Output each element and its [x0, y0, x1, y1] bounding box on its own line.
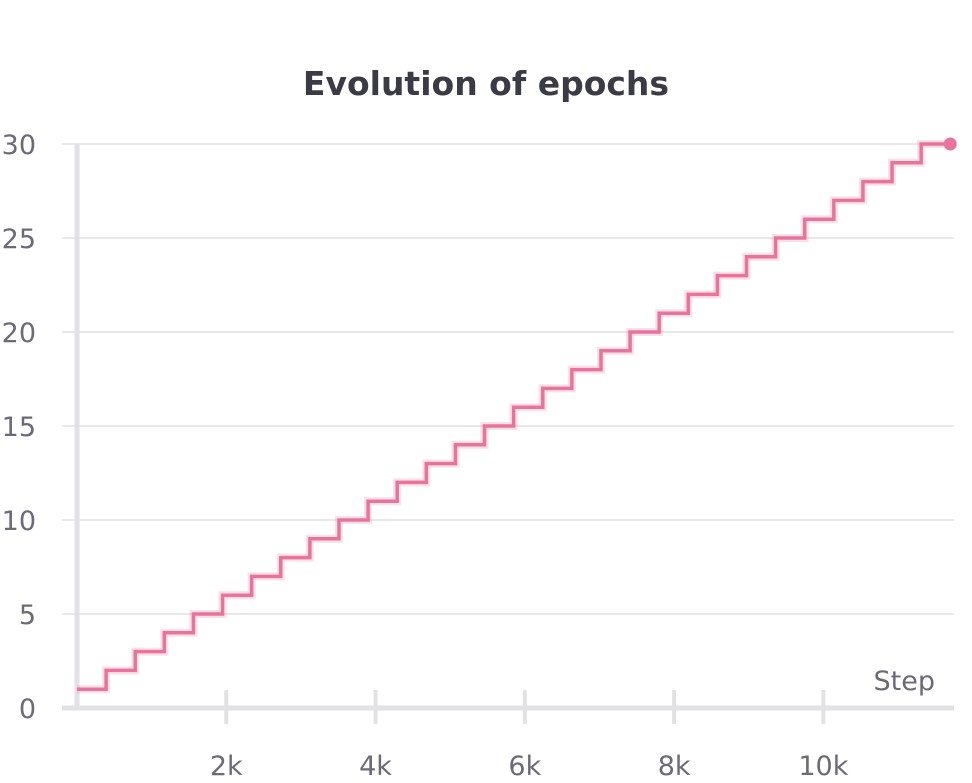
- y-tick-label: 25: [2, 224, 36, 255]
- tick-labels: 0 5 10 15 20 25 30 2k 4k 6k 8k 10k: [2, 130, 849, 782]
- x-tick-label: 6k: [508, 751, 541, 782]
- series-end-point[interactable]: [943, 137, 957, 151]
- x-tick-label: 4k: [359, 751, 392, 782]
- series-layer: [77, 137, 957, 694]
- y-tick-label: 30: [2, 130, 36, 161]
- y-tick-label: 10: [2, 506, 36, 537]
- series-line: [77, 142, 951, 691]
- y-tick-label: 5: [19, 600, 36, 631]
- y-tick-label: 20: [2, 318, 36, 349]
- x-axis-title: Step: [874, 666, 935, 697]
- chart-title: Evolution of epochs: [303, 64, 669, 103]
- y-tick-label: 15: [2, 412, 36, 443]
- axes: [62, 144, 954, 724]
- x-tick-label: 2k: [210, 751, 243, 782]
- x-tick-label: 8k: [658, 751, 691, 782]
- y-tick-label: 0: [19, 694, 36, 725]
- grid-lines: [62, 143, 954, 615]
- x-tick-label: 10k: [798, 751, 848, 782]
